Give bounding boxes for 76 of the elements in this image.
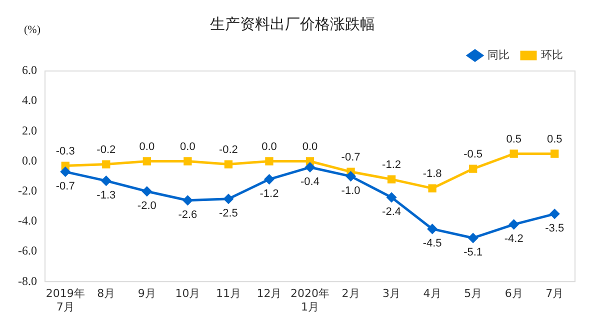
y-tick-label: 0.0 xyxy=(22,153,37,168)
y-tick-label: 6.0 xyxy=(22,63,37,78)
point xyxy=(182,196,192,206)
point xyxy=(428,184,436,192)
data-label: -1.0 xyxy=(341,184,360,197)
legend-label: 环比 xyxy=(541,48,563,62)
data-label: 0.0 xyxy=(180,140,196,153)
data-label: -2.0 xyxy=(137,200,156,212)
point xyxy=(224,160,233,168)
point xyxy=(468,233,478,243)
x-tick-label: 4月 xyxy=(423,287,442,300)
point xyxy=(305,162,315,172)
data-label: 0.5 xyxy=(506,133,522,146)
y-tick-label: -8.0 xyxy=(18,274,37,288)
data-label: -2.5 xyxy=(218,207,238,220)
y-tick-label: -6.0 xyxy=(18,244,37,258)
data-label: 0.5 xyxy=(546,133,562,146)
data-label: -0.4 xyxy=(300,176,320,188)
point xyxy=(265,157,274,166)
data-label: -2.4 xyxy=(382,206,402,218)
data-label: -2.6 xyxy=(178,208,198,221)
point xyxy=(387,175,396,184)
x-tick-label: 5月 xyxy=(464,287,482,300)
data-label: -1.8 xyxy=(422,168,442,180)
point xyxy=(184,157,192,166)
point xyxy=(60,167,70,177)
point xyxy=(510,150,518,158)
data-label: 0.0 xyxy=(302,140,318,153)
x-tick-label: 8月 xyxy=(97,287,116,300)
x-tick-label: 3月 xyxy=(382,287,401,300)
x-tick-label: 10月 xyxy=(175,287,200,300)
point xyxy=(142,186,152,196)
data-label: -1.2 xyxy=(382,158,402,171)
point xyxy=(101,176,111,186)
point xyxy=(264,174,274,184)
x-tick-label: 2020年 1月 xyxy=(290,287,330,314)
point xyxy=(306,157,314,166)
y-tick-label: 2.0 xyxy=(22,123,37,138)
y-tick-label: 4.0 xyxy=(22,93,37,108)
data-label: -3.5 xyxy=(545,222,564,234)
data-label: -0.3 xyxy=(56,145,75,158)
chart-title: 生产资料出厂价格涨跌幅 xyxy=(210,14,375,33)
point xyxy=(469,164,478,173)
data-label: -1.2 xyxy=(260,188,279,200)
point xyxy=(428,224,438,234)
legend-label: 同比 xyxy=(488,48,510,62)
data-label: -4.5 xyxy=(422,237,442,250)
point xyxy=(550,150,559,158)
y-tick-label: -4.0 xyxy=(18,214,37,228)
x-tick-label: 11月 xyxy=(216,287,241,300)
data-label: 0.0 xyxy=(262,140,277,153)
data-label: -0.7 xyxy=(56,180,75,192)
x-tick-label: 7月 xyxy=(546,287,564,300)
data-label: -4.2 xyxy=(504,232,524,245)
data-label: -5.1 xyxy=(464,246,483,259)
y-tick-label: -2.0 xyxy=(18,184,37,198)
data-label: -0.2 xyxy=(218,144,238,156)
point xyxy=(224,194,234,204)
x-tick-label: 12月 xyxy=(256,287,282,300)
data-label: -0.2 xyxy=(96,144,116,156)
data-label: -1.3 xyxy=(96,189,116,202)
x-tick-label: 2019年 7月 xyxy=(46,287,85,314)
x-tick-label: 6月 xyxy=(504,287,523,300)
data-label: -0.5 xyxy=(464,148,483,160)
y-axis-title: (%) xyxy=(24,24,40,36)
point xyxy=(142,157,151,166)
point xyxy=(386,192,396,202)
x-tick-label: 2月 xyxy=(342,287,360,300)
point xyxy=(61,162,70,170)
point xyxy=(102,160,110,168)
data-label: 0.0 xyxy=(139,140,155,153)
data-label: -0.7 xyxy=(341,151,360,164)
point xyxy=(509,220,519,230)
point xyxy=(550,209,560,219)
point xyxy=(346,172,356,182)
x-tick-label: 9月 xyxy=(138,287,156,300)
